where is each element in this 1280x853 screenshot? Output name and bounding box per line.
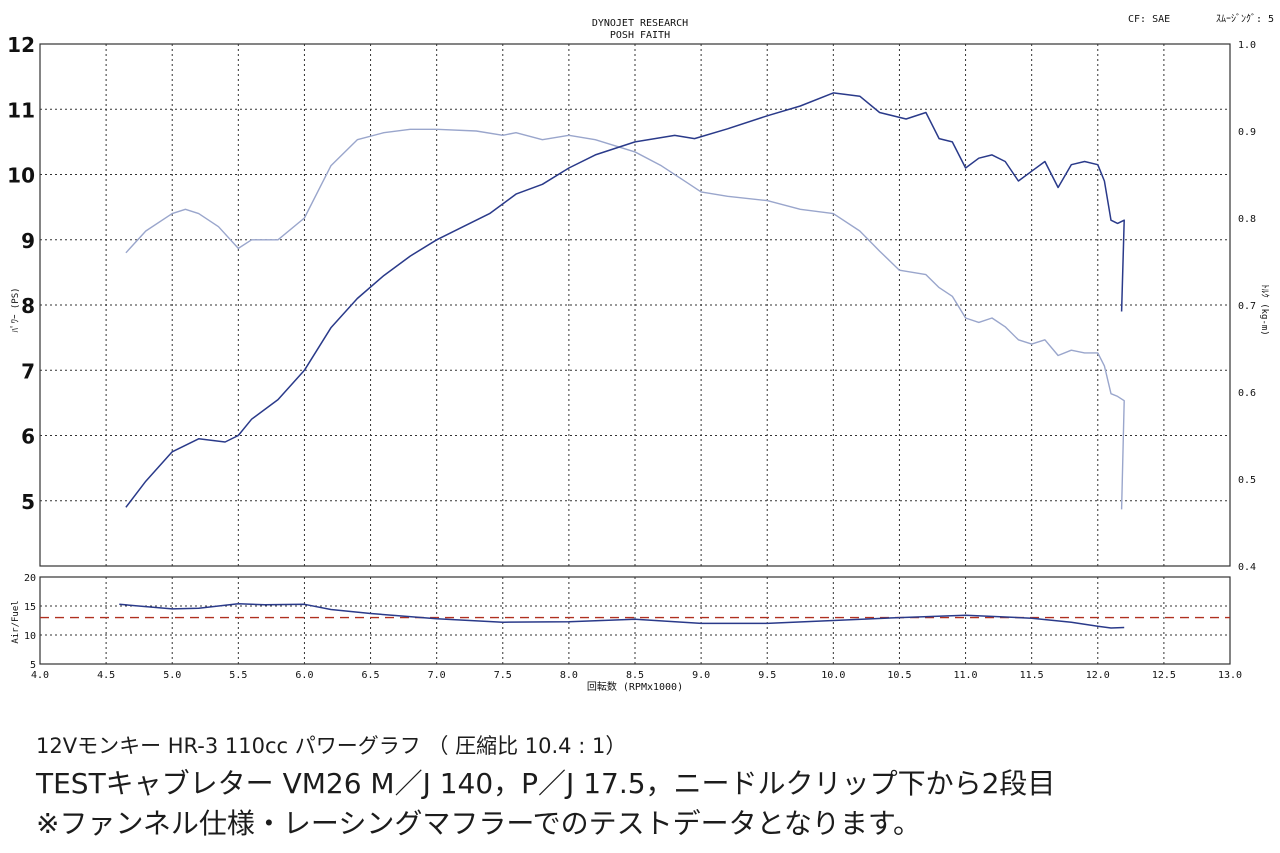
grid-layer (39, 43, 1231, 665)
y-right-tick-label: 0.7 (1238, 301, 1256, 312)
chart-header-line1: DYNOJET RESEARCH (592, 18, 688, 29)
torque-curve (125, 128, 1125, 510)
caption-engine-info: 12Vモンキー HR-3 110cc パワーグラフ （ 圧縮比 10.4 : 1… (36, 734, 627, 758)
y-left-tick-label: 9 (21, 229, 35, 253)
y-left-tick-label: 12 (7, 33, 35, 57)
x-tick-label: 8.0 (560, 670, 578, 681)
y-right-tick-label: 0.5 (1238, 475, 1256, 486)
x-tick-label: 5.0 (163, 670, 181, 681)
y-left-tick-label: 5 (21, 490, 35, 514)
x-axis-label: 回転数 (RPMx1000) (587, 680, 683, 693)
y-right-tick-label: 0.9 (1238, 127, 1256, 138)
airfuel-y-tick-label: 5 (30, 660, 36, 671)
y-left-tick-label: 8 (21, 294, 35, 318)
y-left-tick-label: 11 (7, 98, 35, 122)
y-left-tick-label: 7 (21, 359, 35, 383)
x-tick-label: 6.0 (295, 670, 313, 681)
x-tick-label: 10.0 (821, 670, 845, 681)
series-layer (40, 92, 1230, 629)
cf-text: CF: SAE (1128, 14, 1170, 25)
y-right-axis-label: ﾄﾙｸ (kg-m) (1259, 284, 1270, 335)
x-tick-label: 13.0 (1218, 670, 1242, 681)
dyno-chart: 5 6 7 8 9 10 11 12 0.4 0.5 0.6 0.7 0.8 0.9 1.0 5 10 15 20 4… (7, 13, 1274, 693)
caption-carburetor-info: TESTキャブレター VM26 M／J 140，P／J 17.5，ニードルクリッ… (36, 767, 1056, 800)
x-tick-label: 4.5 (97, 670, 115, 681)
y-left-axis-label: ﾊﾟﾜｰ (PS) (10, 287, 21, 332)
airfuel-y-tick-label: 20 (24, 573, 36, 584)
airfuel-y-tick-label: 10 (24, 631, 36, 642)
x-tick-label: 11.0 (954, 670, 978, 681)
y-right-tick-label: 0.4 (1238, 562, 1256, 573)
label-layer: 5 6 7 8 9 10 11 12 0.4 0.5 0.6 0.7 0.8 0.9 1.0 5 10 15 20 4… (7, 13, 1274, 693)
x-tick-label: 12.0 (1086, 670, 1110, 681)
airfuel-curve (119, 602, 1125, 629)
x-tick-label: 7.0 (428, 670, 446, 681)
chart-header-line2: POSH FAITH (610, 30, 670, 41)
airfuel-axis-label: Air/Fuel (11, 600, 21, 643)
y-right-tick-label: 1.0 (1238, 40, 1256, 51)
y-left-tick-label: 6 (21, 425, 35, 449)
caption-test-note: ※ファンネル仕様・レーシングマフラーでのテストデータとなります。 (36, 807, 922, 840)
smoothing-text: ｽﾑｰｼﾞﾝｸﾞ: 5 (1216, 13, 1274, 25)
y-right-tick-label: 0.8 (1238, 214, 1256, 225)
airfuel-y-tick-label: 15 (24, 602, 36, 613)
x-tick-label: 6.5 (362, 670, 380, 681)
x-tick-label: 9.0 (692, 670, 710, 681)
x-tick-label: 4.0 (31, 670, 49, 681)
x-tick-label: 12.5 (1152, 670, 1176, 681)
x-tick-label: 10.5 (887, 670, 911, 681)
x-tick-label: 7.5 (494, 670, 512, 681)
x-tick-label: 11.5 (1020, 670, 1044, 681)
x-tick-label: 9.5 (758, 670, 776, 681)
y-left-tick-label: 10 (7, 164, 35, 188)
x-tick-label: 8.5 (626, 670, 644, 681)
x-tick-label: 5.5 (229, 670, 247, 681)
power-curve (125, 92, 1125, 508)
y-right-tick-label: 0.6 (1238, 388, 1256, 399)
